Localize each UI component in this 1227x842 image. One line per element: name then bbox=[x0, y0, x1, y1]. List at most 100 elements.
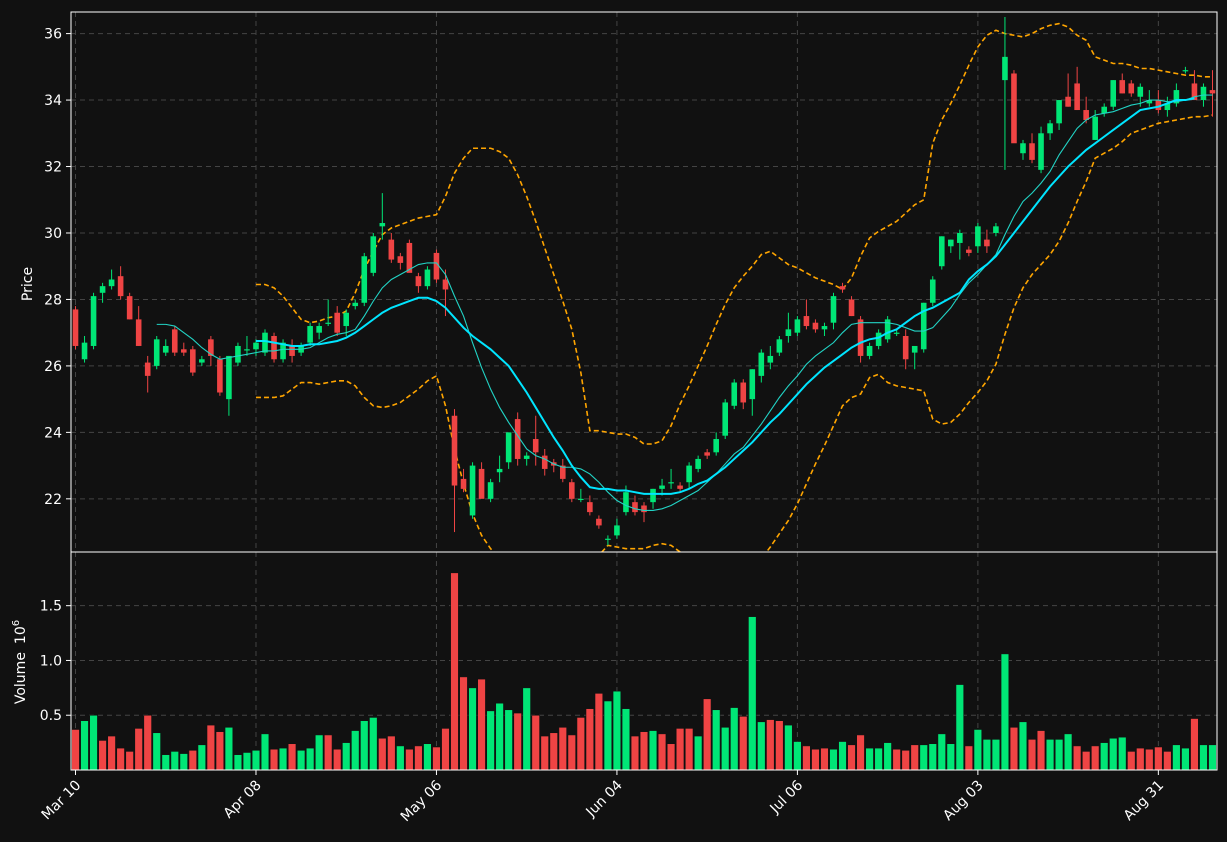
candle-body bbox=[785, 329, 792, 336]
volume-bar bbox=[964, 745, 974, 771]
candle-body bbox=[812, 322, 819, 330]
price-tick-label: 22 bbox=[44, 492, 62, 508]
candle-body bbox=[514, 419, 521, 459]
volume-bar bbox=[333, 748, 342, 771]
candle-body bbox=[1002, 56, 1008, 81]
volume-bar bbox=[1072, 745, 1082, 771]
candle-body bbox=[1128, 83, 1135, 94]
volume-bar bbox=[1100, 742, 1109, 771]
volume-bar bbox=[522, 687, 531, 771]
volume-bar bbox=[531, 714, 540, 771]
volume-bar bbox=[342, 742, 351, 771]
candle-body bbox=[1119, 80, 1126, 94]
volume-bar bbox=[739, 716, 748, 771]
candle-body bbox=[505, 432, 512, 463]
bollinger-lower-line bbox=[255, 114, 1213, 552]
candle-body bbox=[659, 485, 665, 489]
candle-body bbox=[902, 336, 909, 360]
candle-body bbox=[361, 256, 368, 303]
candle-body bbox=[1011, 73, 1017, 144]
volume-bar bbox=[802, 745, 811, 771]
candle-body bbox=[596, 518, 602, 526]
volume-bar bbox=[892, 748, 901, 771]
volume-bar bbox=[432, 746, 441, 771]
candle-body bbox=[1164, 103, 1171, 111]
candle-body bbox=[1056, 100, 1062, 124]
candle-body bbox=[641, 505, 647, 513]
volume-label-text: Volume bbox=[13, 652, 29, 704]
candle-body bbox=[920, 302, 927, 350]
bollinger-upper-line bbox=[255, 22, 1213, 445]
candle-body bbox=[957, 232, 963, 243]
candle-body bbox=[650, 488, 656, 503]
candle-body bbox=[794, 319, 801, 333]
price-tick-label: 30 bbox=[44, 226, 62, 242]
candle-body bbox=[713, 439, 719, 453]
candle-body bbox=[695, 458, 701, 469]
volume-bar bbox=[766, 719, 775, 771]
volume-bar bbox=[305, 747, 315, 771]
volume-bar bbox=[80, 720, 89, 771]
candle-body bbox=[704, 452, 710, 456]
volume-bar bbox=[567, 734, 576, 771]
volume-bar bbox=[107, 735, 116, 771]
price-tick-label: 28 bbox=[44, 292, 62, 308]
volume-tick-label: 1.5 bbox=[40, 599, 62, 615]
candle-body bbox=[244, 349, 250, 351]
candle-body bbox=[1191, 83, 1198, 101]
volume-bar bbox=[98, 740, 107, 771]
candle-body bbox=[135, 319, 142, 346]
volume-bar bbox=[955, 684, 965, 771]
volume-tick-label: 0.5 bbox=[40, 708, 62, 724]
volume-bar bbox=[558, 726, 567, 771]
price-tick-label: 32 bbox=[44, 160, 62, 176]
volume-bar bbox=[396, 745, 405, 771]
candles bbox=[72, 16, 1216, 546]
candle-body bbox=[171, 329, 178, 353]
volume-bar bbox=[170, 751, 179, 771]
candle-body bbox=[253, 342, 259, 350]
candle-body bbox=[1182, 70, 1189, 72]
volume-bar bbox=[387, 735, 396, 771]
candle-body bbox=[235, 345, 241, 363]
volume-bar bbox=[1036, 730, 1046, 771]
volume-bar bbox=[152, 732, 161, 771]
volume-bar bbox=[919, 744, 928, 771]
candle-body bbox=[866, 345, 873, 356]
candle-body bbox=[911, 345, 918, 353]
volume-scale-base: 10 bbox=[13, 626, 29, 644]
bollinger-bands bbox=[255, 22, 1213, 552]
volume-bar bbox=[973, 729, 983, 771]
candle-body bbox=[343, 312, 350, 327]
volume-bar bbox=[323, 734, 333, 771]
volume-bar bbox=[1109, 737, 1118, 771]
volume-bar bbox=[820, 747, 829, 771]
volume-bar bbox=[1118, 736, 1127, 771]
volume-bar bbox=[116, 747, 125, 771]
volume-bar bbox=[1208, 744, 1217, 771]
candle-body bbox=[126, 296, 133, 320]
volume-tick-label: 1.0 bbox=[40, 653, 62, 669]
candle-body bbox=[523, 455, 530, 459]
volume-panel-frame bbox=[70, 551, 1218, 771]
volume-bar bbox=[612, 690, 622, 771]
volume-bar bbox=[242, 752, 252, 771]
volume-bar bbox=[287, 743, 297, 771]
candle-body bbox=[415, 276, 422, 287]
volume-bar bbox=[405, 748, 414, 771]
volume-bar bbox=[702, 698, 712, 771]
volume-bar bbox=[928, 743, 937, 771]
candle-body bbox=[722, 402, 729, 436]
volume-bar bbox=[414, 745, 423, 771]
volume-bar bbox=[450, 572, 459, 771]
volume-bar bbox=[143, 714, 152, 771]
volume-bar bbox=[278, 747, 288, 771]
candle-body bbox=[1101, 106, 1107, 114]
volume-bar bbox=[684, 728, 694, 771]
price-tick-label: 26 bbox=[44, 359, 62, 375]
volume-bar bbox=[1154, 746, 1163, 771]
candle-body bbox=[451, 415, 458, 486]
volume-bar bbox=[793, 741, 802, 771]
candle-body bbox=[776, 339, 783, 353]
candle-body bbox=[460, 478, 467, 489]
